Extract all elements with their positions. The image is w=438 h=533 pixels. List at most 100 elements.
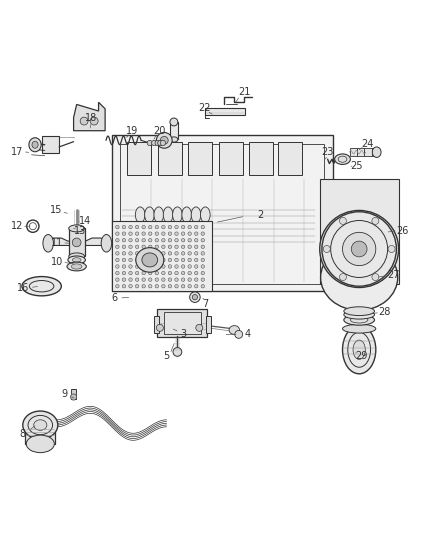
Ellipse shape <box>188 252 191 255</box>
Bar <box>205 108 245 115</box>
Ellipse shape <box>160 140 166 146</box>
Bar <box>42 136 59 154</box>
Text: 23: 23 <box>321 147 334 157</box>
Ellipse shape <box>129 232 132 236</box>
Bar <box>112 221 212 290</box>
Polygon shape <box>47 238 107 246</box>
Ellipse shape <box>188 238 191 242</box>
Ellipse shape <box>194 265 198 268</box>
Ellipse shape <box>201 245 205 248</box>
Ellipse shape <box>175 245 178 248</box>
Ellipse shape <box>116 245 119 248</box>
Text: 24: 24 <box>361 139 373 149</box>
Ellipse shape <box>122 285 126 288</box>
Ellipse shape <box>32 141 38 148</box>
Ellipse shape <box>181 271 185 275</box>
Ellipse shape <box>353 340 365 359</box>
Ellipse shape <box>168 271 172 275</box>
Ellipse shape <box>343 324 376 333</box>
Ellipse shape <box>142 278 145 281</box>
Ellipse shape <box>188 245 191 248</box>
Ellipse shape <box>201 252 205 255</box>
Ellipse shape <box>175 265 178 268</box>
Text: 17: 17 <box>11 147 23 157</box>
Ellipse shape <box>335 154 350 165</box>
Ellipse shape <box>188 271 191 275</box>
Text: 28: 28 <box>378 308 391 318</box>
Ellipse shape <box>136 248 164 272</box>
Ellipse shape <box>343 232 376 265</box>
Text: 19: 19 <box>126 126 138 136</box>
Bar <box>372 148 377 156</box>
Text: 4: 4 <box>244 329 251 340</box>
Ellipse shape <box>155 285 159 288</box>
Ellipse shape <box>168 278 172 281</box>
Ellipse shape <box>155 140 160 146</box>
Ellipse shape <box>71 264 82 269</box>
Ellipse shape <box>148 265 152 268</box>
Ellipse shape <box>142 285 145 288</box>
Ellipse shape <box>194 232 198 236</box>
Ellipse shape <box>101 235 112 252</box>
Ellipse shape <box>72 238 81 247</box>
Ellipse shape <box>168 252 172 255</box>
Ellipse shape <box>155 252 159 255</box>
Ellipse shape <box>181 278 185 281</box>
Ellipse shape <box>201 207 210 223</box>
Text: 26: 26 <box>396 225 408 236</box>
Ellipse shape <box>181 252 185 255</box>
Ellipse shape <box>170 137 178 142</box>
Ellipse shape <box>201 238 205 242</box>
Ellipse shape <box>142 225 145 229</box>
Ellipse shape <box>129 285 132 288</box>
Ellipse shape <box>116 252 119 255</box>
Ellipse shape <box>155 238 159 242</box>
Ellipse shape <box>339 217 346 224</box>
Ellipse shape <box>188 265 191 268</box>
Ellipse shape <box>168 265 172 268</box>
Ellipse shape <box>344 310 374 319</box>
Bar <box>364 148 372 156</box>
Ellipse shape <box>168 232 172 236</box>
Ellipse shape <box>80 117 88 125</box>
Ellipse shape <box>194 285 198 288</box>
Ellipse shape <box>170 118 178 126</box>
Ellipse shape <box>322 212 396 286</box>
Ellipse shape <box>168 285 172 288</box>
Ellipse shape <box>372 273 379 280</box>
Text: 15: 15 <box>50 205 62 215</box>
Ellipse shape <box>194 278 198 281</box>
Ellipse shape <box>116 285 119 288</box>
Ellipse shape <box>201 278 205 281</box>
Ellipse shape <box>122 238 126 242</box>
Ellipse shape <box>129 245 132 248</box>
Ellipse shape <box>122 225 126 229</box>
Ellipse shape <box>29 138 41 152</box>
Ellipse shape <box>129 278 132 281</box>
Ellipse shape <box>148 271 152 275</box>
Bar <box>112 135 333 290</box>
Ellipse shape <box>182 207 191 223</box>
Ellipse shape <box>201 265 205 268</box>
Ellipse shape <box>175 258 178 262</box>
Ellipse shape <box>148 225 152 229</box>
Ellipse shape <box>168 245 172 248</box>
Bar <box>120 144 324 284</box>
Ellipse shape <box>194 271 198 275</box>
Ellipse shape <box>190 292 200 302</box>
Ellipse shape <box>156 324 163 332</box>
Ellipse shape <box>181 225 185 229</box>
Text: 3: 3 <box>180 329 186 340</box>
Ellipse shape <box>160 136 168 144</box>
Ellipse shape <box>158 140 163 146</box>
Ellipse shape <box>142 252 145 255</box>
Ellipse shape <box>156 133 172 148</box>
Ellipse shape <box>142 265 145 268</box>
Ellipse shape <box>135 238 139 242</box>
Ellipse shape <box>22 277 61 296</box>
Ellipse shape <box>23 411 58 439</box>
Ellipse shape <box>148 278 152 281</box>
Ellipse shape <box>321 245 398 310</box>
Text: 7: 7 <box>202 298 208 309</box>
Bar <box>158 142 182 174</box>
